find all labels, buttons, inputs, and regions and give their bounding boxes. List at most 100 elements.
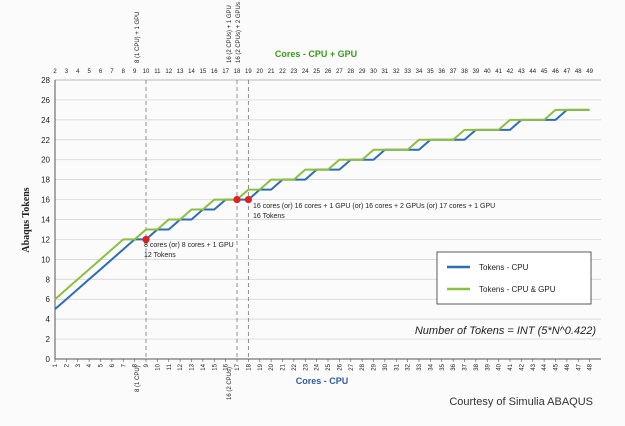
x-bottom-tick-36: 36 bbox=[451, 363, 457, 370]
legend-label-cpu-gpu: Tokens - CPU & GPU bbox=[479, 285, 556, 294]
x-top-tick-19: 19 bbox=[245, 69, 252, 75]
y-tick-8: 8 bbox=[46, 275, 51, 284]
x-top-tick-37: 37 bbox=[450, 69, 457, 75]
x-bottom-tick-19: 19 bbox=[258, 363, 264, 370]
x-top-tick-10: 10 bbox=[143, 69, 150, 75]
x-top-tick-labels: 2 3 4 5 6 7 8 9 10 11 12 13 14 15 16 17 18 19 20 21 22 23 24 25… bbox=[53, 69, 593, 75]
x-top-tick-6: 6 bbox=[99, 69, 103, 75]
highlight-point-1 bbox=[142, 235, 150, 244]
y-tick-4: 4 bbox=[46, 315, 51, 324]
x-axis-top-title: Cores - CPU + GPU bbox=[275, 49, 357, 59]
annotation-8-cores: 8 cores (or) 8 cores + 1 GPU 12 Tokens bbox=[144, 242, 234, 259]
x-bottom-tick-14: 14 bbox=[201, 363, 207, 370]
x-bottom-tick-29: 29 bbox=[372, 363, 378, 370]
axes bbox=[54, 80, 601, 360]
annotation-8-cores-line2: 12 Tokens bbox=[144, 252, 176, 259]
credit-text: Courtesy of Simulia ABAQUS bbox=[449, 396, 593, 408]
y-tick-20: 20 bbox=[41, 156, 50, 165]
x-bottom-tick-37: 37 bbox=[463, 363, 469, 370]
x-top-tick-12: 12 bbox=[165, 69, 172, 75]
x-top-tick-38: 38 bbox=[461, 69, 468, 75]
y-tick-24: 24 bbox=[41, 116, 50, 125]
x-top-tick-11: 11 bbox=[154, 69, 161, 75]
x-bottom-tick-17: 17 bbox=[235, 363, 241, 370]
x-bottom-tick-20: 20 bbox=[269, 363, 275, 370]
x-top-tick-31: 31 bbox=[382, 69, 389, 75]
legend-label-cpu: Tokens - CPU bbox=[479, 263, 529, 272]
x-bottom-tick-28: 28 bbox=[360, 363, 366, 370]
vline-bottom-label-1: 8 (1 CPU) bbox=[135, 365, 141, 392]
x-bottom-tick-45: 45 bbox=[554, 363, 560, 370]
x-top-tick-28: 28 bbox=[347, 69, 354, 75]
x-top-tick-36: 36 bbox=[438, 69, 445, 75]
y-axis-title: Abaqus Tokens bbox=[21, 187, 32, 252]
x-bottom-tick-26: 26 bbox=[337, 363, 343, 370]
x-bottom-tick-42: 42 bbox=[519, 363, 525, 370]
x-top-tick-39: 39 bbox=[473, 69, 480, 75]
y-tick-2: 2 bbox=[46, 335, 51, 344]
x-top-tick-16: 16 bbox=[211, 69, 218, 75]
x-bottom-tick-labels: 1 2 3 4 5 6 7 8 9 10 11 12 13 14 15 16 17 18 19 20 21 22 23 24 2… bbox=[53, 363, 594, 370]
x-top-tick-14: 14 bbox=[188, 69, 195, 75]
x-bottom-tick-22: 22 bbox=[292, 363, 298, 370]
x-top-tick-26: 26 bbox=[325, 69, 332, 75]
x-bottom-tick-39: 39 bbox=[485, 363, 491, 370]
x-bottom-tick-9: 9 bbox=[144, 363, 150, 367]
x-bottom-tick-23: 23 bbox=[303, 363, 309, 370]
x-top-tick-3: 3 bbox=[65, 69, 69, 75]
x-bottom-tick-25: 25 bbox=[326, 363, 332, 370]
x-top-tick-33: 33 bbox=[404, 69, 411, 75]
annotation-8-cores-line1: 8 cores (or) 8 cores + 1 GPU bbox=[144, 242, 234, 249]
y-tick-28: 28 bbox=[41, 76, 50, 85]
x-bottom-tick-33: 33 bbox=[417, 363, 423, 370]
y-tick-0: 0 bbox=[46, 355, 51, 364]
x-top-tick-45: 45 bbox=[541, 69, 548, 75]
x-top-tick-29: 29 bbox=[359, 69, 366, 75]
x-bottom-tick-16: 16 bbox=[224, 363, 230, 370]
y-tick-22: 22 bbox=[41, 136, 50, 145]
x-top-tick-42: 42 bbox=[507, 69, 514, 75]
x-bottom-tick-1: 1 bbox=[53, 363, 59, 367]
x-bottom-tick-6: 6 bbox=[110, 363, 116, 367]
x-bottom-tick-48: 48 bbox=[588, 363, 594, 370]
highlight-points bbox=[142, 195, 252, 244]
x-bottom-tick-27: 27 bbox=[349, 363, 355, 370]
x-bottom-tick-11: 11 bbox=[167, 363, 173, 370]
y-tick-6: 6 bbox=[46, 295, 51, 304]
x-bottom-tick-31: 31 bbox=[394, 363, 400, 370]
vline-top-label-3: 16 (2 CPUs) + 2 GPUs bbox=[236, 2, 242, 63]
y-tick-18: 18 bbox=[41, 176, 50, 185]
x-bottom-tick-40: 40 bbox=[497, 363, 503, 370]
x-bottom-tick-13: 13 bbox=[190, 363, 196, 370]
x-bottom-tick-10: 10 bbox=[155, 363, 161, 370]
x-bottom-tick-24: 24 bbox=[315, 363, 321, 370]
x-top-tick-15: 15 bbox=[200, 69, 207, 75]
legend-box bbox=[436, 251, 592, 305]
series-line-cpu-gpu bbox=[54, 108, 590, 300]
y-tick-26: 26 bbox=[41, 96, 50, 105]
x-top-tick-44: 44 bbox=[529, 69, 536, 75]
y-tick-12: 12 bbox=[41, 235, 50, 244]
x-top-tick-46: 46 bbox=[552, 69, 559, 75]
x-top-tick-18: 18 bbox=[234, 69, 241, 75]
x-top-tick-2: 2 bbox=[53, 69, 57, 75]
x-top-tick-25: 25 bbox=[313, 69, 320, 75]
x-top-tick-41: 41 bbox=[495, 69, 502, 75]
x-top-tick-23: 23 bbox=[291, 69, 298, 75]
x-axis-bottom-title: Cores - CPU bbox=[296, 376, 349, 386]
annotation-16-cores-line2: 16 Tokens bbox=[253, 213, 285, 220]
x-bottom-tick-7: 7 bbox=[121, 363, 127, 367]
x-top-tick-32: 32 bbox=[393, 69, 400, 75]
x-bottom-tick-43: 43 bbox=[531, 363, 537, 370]
y-tick-10: 10 bbox=[41, 255, 50, 264]
reference-lines bbox=[145, 80, 249, 359]
x-bottom-tick-44: 44 bbox=[542, 363, 548, 370]
x-top-tick-40: 40 bbox=[484, 69, 491, 75]
formula-text: Number of Tokens = INT (5*N^0.422) bbox=[415, 325, 596, 337]
x-bottom-tick-46: 46 bbox=[565, 363, 571, 370]
x-top-tick-7: 7 bbox=[110, 69, 114, 75]
x-bottom-tick-32: 32 bbox=[406, 363, 412, 370]
vline-top-label-2: 16 (2 CPUs) + 1 GPU bbox=[227, 5, 233, 63]
